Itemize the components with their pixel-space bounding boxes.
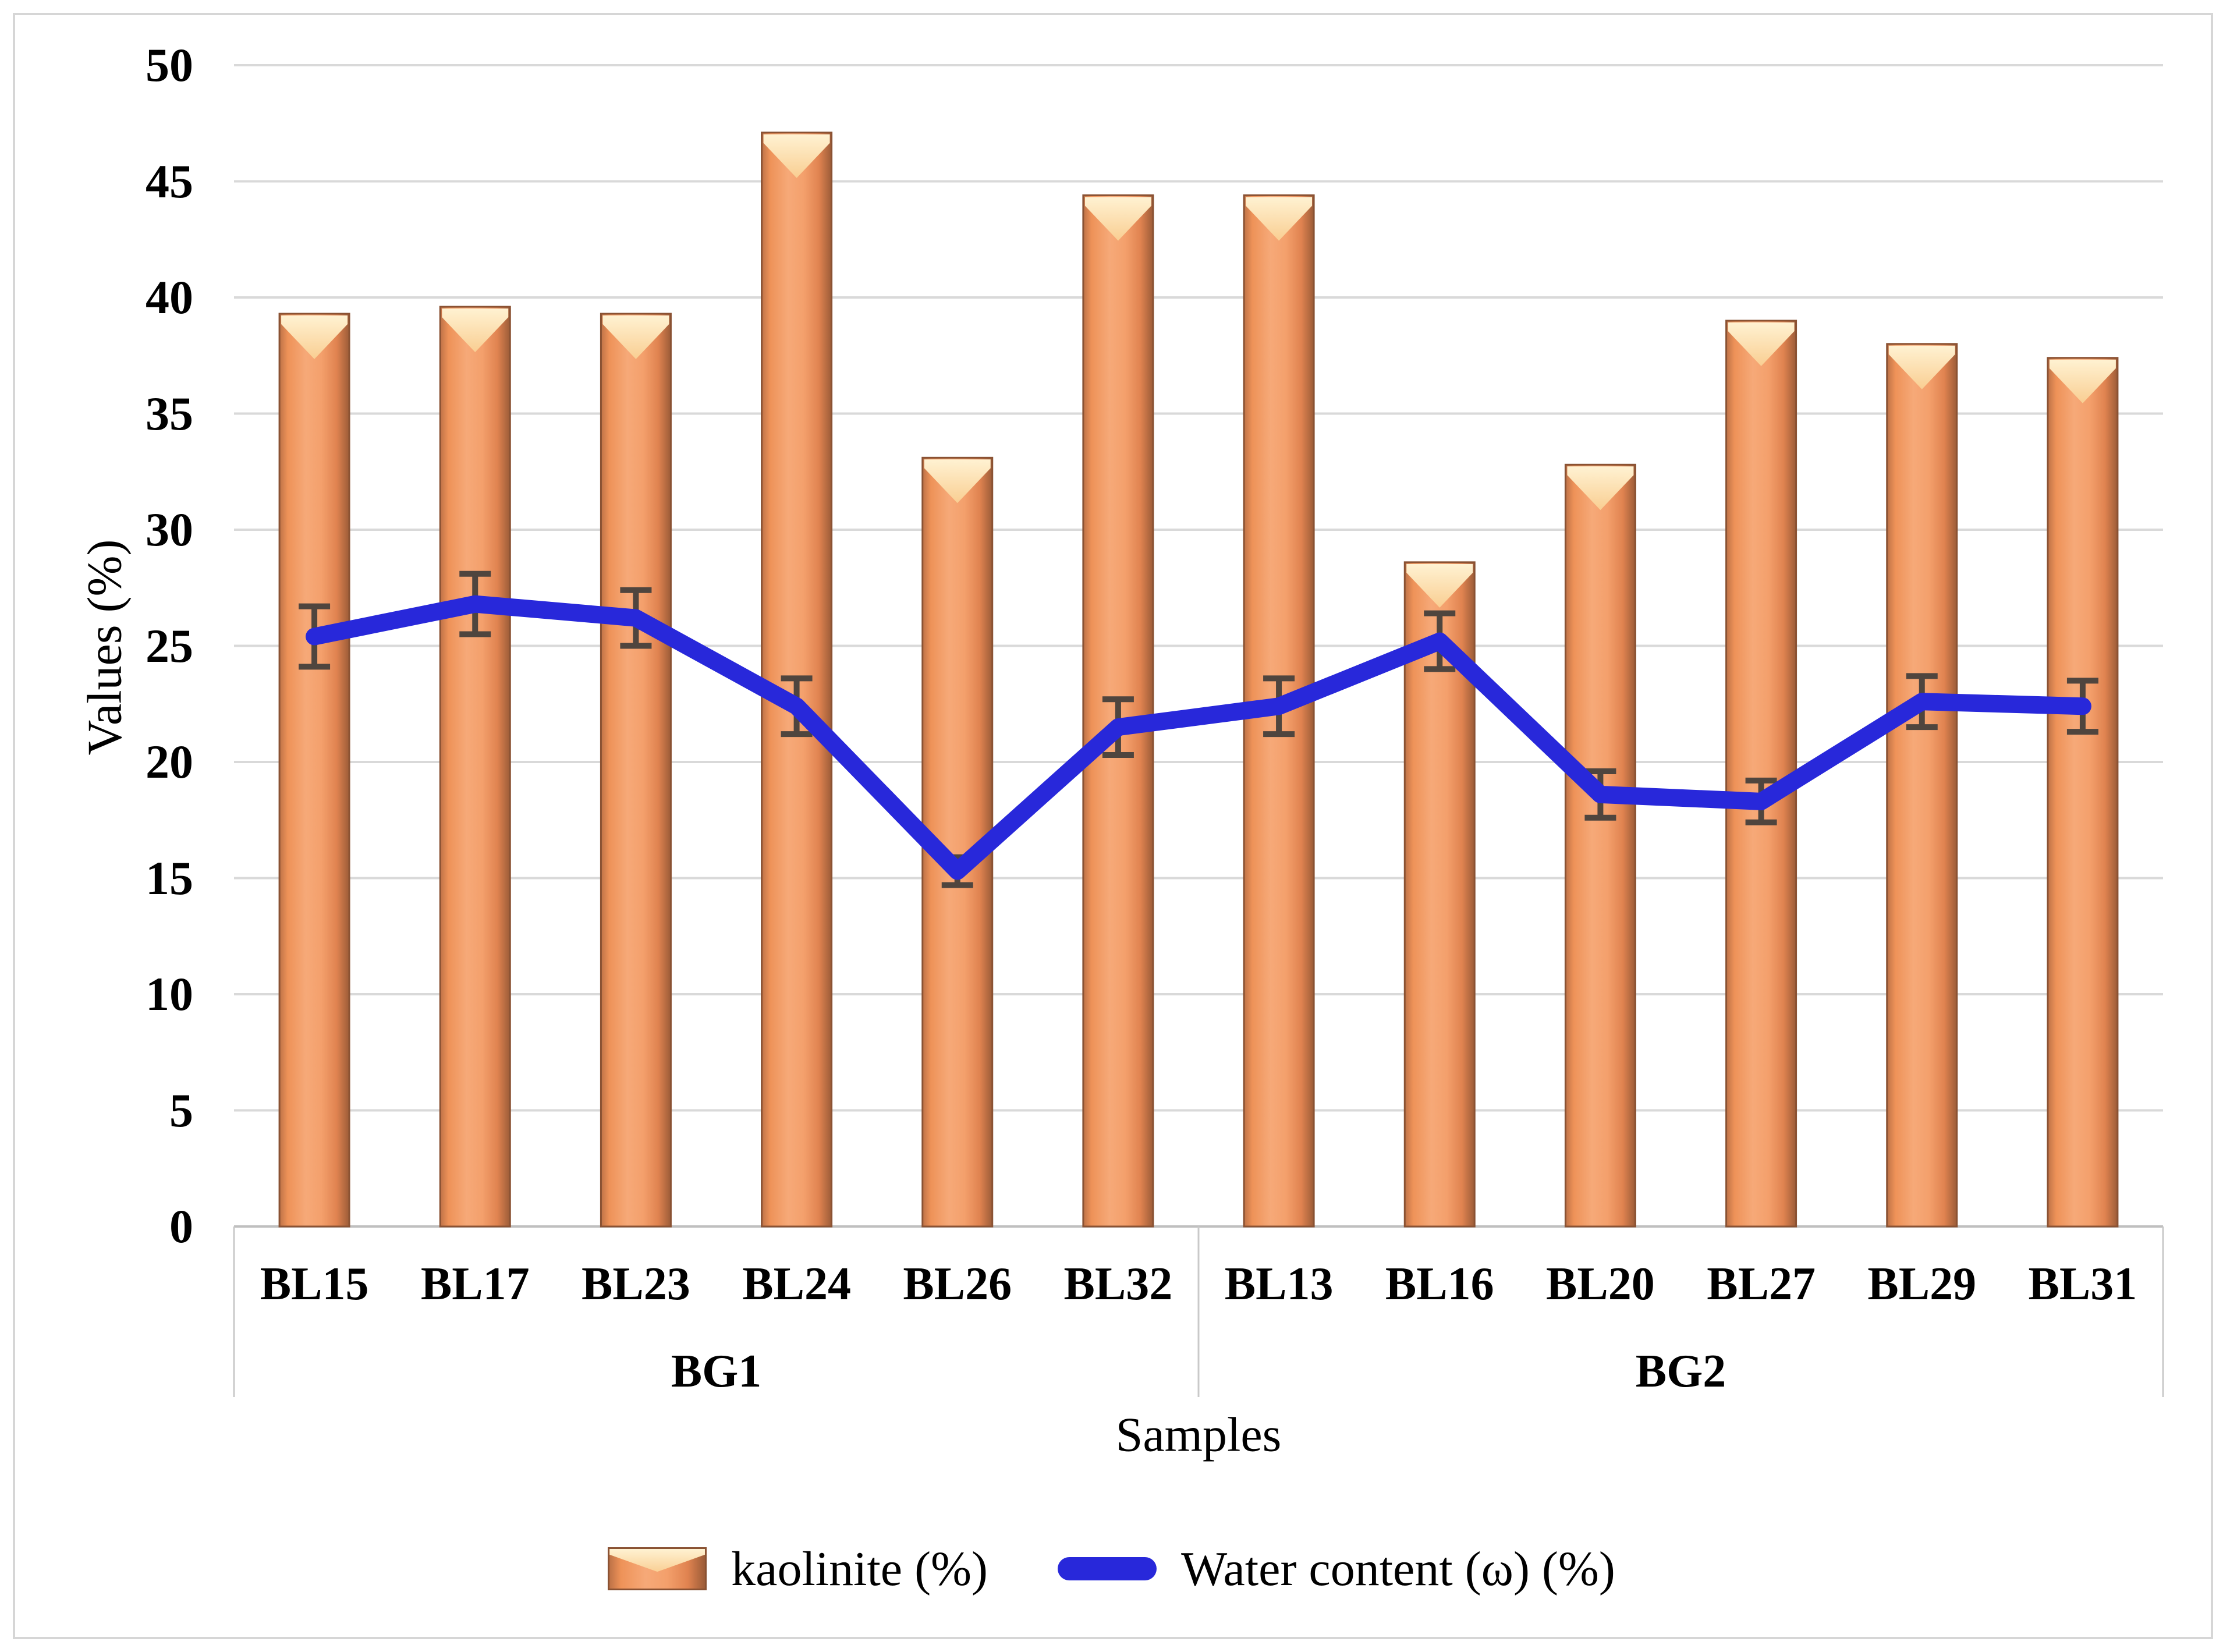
x-tick-label-BL20: BL20 xyxy=(1546,1259,1655,1310)
bar-top-highlight xyxy=(2049,359,2116,403)
bar-BL29 xyxy=(1886,343,1958,1228)
legend-item-water-content: Water content (ω) (%) xyxy=(1058,1541,1615,1597)
legend-label-water-content: Water content (ω) (%) xyxy=(1181,1541,1615,1596)
y-tick-label-35: 35 xyxy=(146,387,193,440)
bar-cap-highlight xyxy=(609,1549,705,1572)
legend-item-kaolinite: kaolinite (%) xyxy=(608,1541,988,1597)
bar-BL27 xyxy=(1725,320,1797,1228)
bar-top-highlight xyxy=(442,308,509,352)
y-tick-label-40: 40 xyxy=(146,271,193,324)
y-tick-label-5: 5 xyxy=(169,1083,193,1137)
x-tick-label-BL17: BL17 xyxy=(420,1259,530,1310)
bar-top-highlight xyxy=(602,315,669,359)
x-tick-label-BL13: BL13 xyxy=(1224,1259,1334,1310)
bar-top-highlight xyxy=(1084,197,1151,241)
bar-top-highlight xyxy=(763,134,830,178)
bar-BL31 xyxy=(2047,357,2119,1228)
bar-top-highlight xyxy=(1888,345,1955,389)
x-axis-title: Samples xyxy=(1115,1408,1282,1462)
x-tick-label-BL27: BL27 xyxy=(1707,1259,1816,1310)
kaolinite-bar-swatch-icon xyxy=(608,1547,707,1590)
x-tick-label-BL16: BL16 xyxy=(1385,1259,1494,1310)
water-content-line xyxy=(306,595,2091,880)
x-tick-label-BL26: BL26 xyxy=(903,1259,1012,1310)
bar-top-highlight xyxy=(1567,466,1634,511)
y-tick-label-50: 50 xyxy=(146,38,193,91)
group-label-BG1: BG1 xyxy=(671,1346,762,1397)
y-axis-title: Values (%) xyxy=(77,539,132,756)
water-content-line-swatch-icon xyxy=(1058,1557,1157,1580)
bar-BL15 xyxy=(278,313,350,1228)
bar-top-highlight xyxy=(1406,563,1473,608)
legend-label-kaolinite: kaolinite (%) xyxy=(731,1541,988,1596)
bar-top-highlight xyxy=(281,315,348,359)
bar-top-highlight xyxy=(1246,197,1313,241)
x-tick-label-BL23: BL23 xyxy=(582,1259,690,1310)
y-tick-label-25: 25 xyxy=(146,619,193,672)
bar-BL23 xyxy=(600,313,672,1228)
y-tick-label-10: 10 xyxy=(146,967,193,1020)
group-label-BG2: BG2 xyxy=(1635,1346,1726,1397)
bar-top-highlight xyxy=(924,459,991,504)
x-tick-label-BL15: BL15 xyxy=(260,1259,369,1310)
bar-BL20 xyxy=(1564,463,1636,1228)
y-tick-label-45: 45 xyxy=(146,154,193,208)
x-tick-label-BL24: BL24 xyxy=(742,1259,851,1310)
y-tick-label-20: 20 xyxy=(146,735,193,788)
bar-BL17 xyxy=(439,306,511,1228)
y-tick-label-15: 15 xyxy=(146,851,193,905)
y-tick-label-0: 0 xyxy=(169,1200,193,1253)
y-tick-label-30: 30 xyxy=(146,503,193,556)
bar-top-highlight xyxy=(1728,322,1795,366)
kaolinite-bars xyxy=(278,132,2119,1228)
gridlines xyxy=(234,64,2163,1228)
x-tick-label-BL29: BL29 xyxy=(1867,1259,1977,1310)
x-tick-label-BL32: BL32 xyxy=(1063,1259,1173,1310)
x-tick-label-BL31: BL31 xyxy=(2028,1259,2137,1310)
legend: kaolinite (%) Water content (ω) (%) xyxy=(0,1528,2223,1610)
